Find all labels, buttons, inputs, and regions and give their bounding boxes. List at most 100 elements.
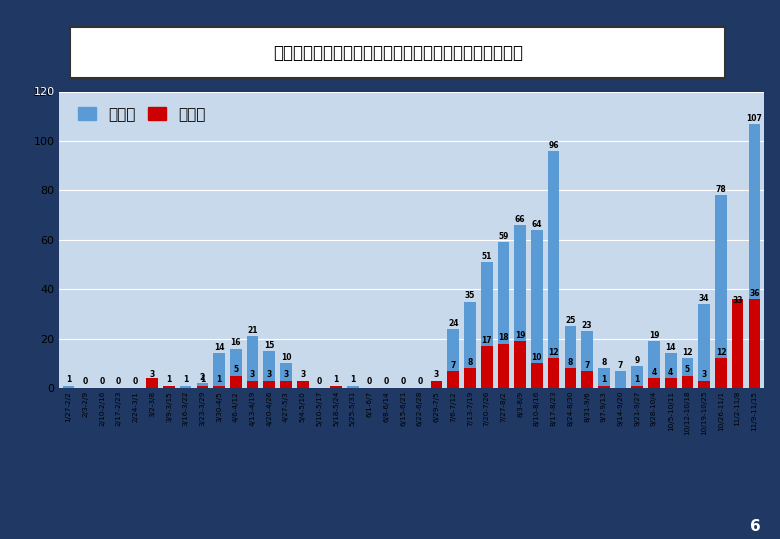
- Bar: [682, 376, 693, 388]
- Bar: [62, 385, 74, 388]
- Text: 12: 12: [682, 348, 693, 357]
- Bar: [682, 358, 693, 388]
- Legend: 奈良県, 奈良市: 奈良県, 奈良市: [73, 102, 211, 127]
- Bar: [514, 225, 526, 388]
- Bar: [448, 371, 459, 388]
- Text: 10: 10: [281, 353, 291, 362]
- Text: 1: 1: [166, 375, 172, 384]
- Bar: [163, 385, 175, 388]
- Bar: [230, 376, 242, 388]
- Text: 3: 3: [701, 370, 707, 379]
- Text: 15: 15: [264, 341, 275, 350]
- Bar: [732, 307, 743, 388]
- Bar: [464, 302, 476, 388]
- Bar: [297, 381, 309, 388]
- Text: 0: 0: [400, 377, 406, 386]
- Text: 78: 78: [715, 185, 726, 194]
- Bar: [280, 381, 292, 388]
- Text: 24: 24: [448, 319, 459, 328]
- Bar: [448, 329, 459, 388]
- Text: 1: 1: [66, 375, 71, 384]
- Bar: [431, 381, 442, 388]
- Text: 6: 6: [750, 519, 760, 534]
- Bar: [179, 385, 191, 388]
- Bar: [648, 378, 660, 388]
- Bar: [498, 243, 509, 388]
- Text: 7: 7: [451, 361, 456, 370]
- Bar: [698, 381, 710, 388]
- Bar: [531, 230, 543, 388]
- Bar: [431, 381, 442, 388]
- Bar: [565, 368, 576, 388]
- Text: 64: 64: [532, 220, 542, 229]
- Text: 1: 1: [334, 375, 339, 384]
- Bar: [598, 368, 610, 388]
- Text: 23: 23: [582, 321, 592, 330]
- Text: 0: 0: [99, 377, 105, 386]
- Text: 96: 96: [548, 141, 559, 150]
- Bar: [749, 299, 760, 388]
- Text: 17: 17: [481, 336, 492, 345]
- Text: 16: 16: [231, 338, 241, 347]
- Text: 12: 12: [716, 348, 726, 357]
- Bar: [246, 336, 258, 388]
- Text: 0: 0: [317, 377, 322, 386]
- Text: 36: 36: [749, 289, 760, 298]
- Bar: [565, 326, 576, 388]
- Bar: [665, 378, 676, 388]
- Bar: [665, 354, 676, 388]
- Bar: [197, 383, 208, 388]
- Text: 120: 120: [34, 87, 55, 96]
- Bar: [147, 378, 158, 388]
- Text: 0: 0: [133, 377, 138, 386]
- Text: 59: 59: [498, 232, 509, 241]
- Text: 8: 8: [568, 358, 573, 367]
- Bar: [213, 385, 225, 388]
- Text: 107: 107: [746, 114, 762, 122]
- Bar: [163, 385, 175, 388]
- Text: 7: 7: [618, 361, 623, 370]
- Text: 3: 3: [300, 370, 305, 379]
- Bar: [480, 346, 493, 388]
- Text: 1: 1: [183, 375, 188, 384]
- Bar: [514, 341, 526, 388]
- Bar: [280, 363, 292, 388]
- Bar: [264, 351, 275, 388]
- Text: 2: 2: [200, 373, 205, 382]
- Text: 8: 8: [467, 358, 473, 367]
- Bar: [581, 331, 593, 388]
- Bar: [330, 385, 342, 388]
- Bar: [715, 358, 727, 388]
- Text: 0: 0: [367, 377, 372, 386]
- Bar: [330, 385, 342, 388]
- Text: 4: 4: [668, 368, 673, 377]
- Bar: [531, 363, 543, 388]
- Text: 3: 3: [250, 370, 255, 379]
- Bar: [147, 381, 158, 388]
- Text: 3: 3: [434, 370, 439, 379]
- Text: 1: 1: [200, 375, 205, 384]
- Text: 0: 0: [417, 377, 423, 386]
- Bar: [197, 385, 208, 388]
- Text: 0: 0: [83, 377, 88, 386]
- Text: 19: 19: [515, 331, 526, 340]
- Text: 1: 1: [350, 375, 356, 384]
- Text: 4: 4: [651, 368, 657, 377]
- Bar: [548, 151, 559, 388]
- Text: 3: 3: [150, 370, 154, 379]
- Bar: [548, 358, 559, 388]
- Text: 1: 1: [635, 375, 640, 384]
- Text: 35: 35: [465, 292, 475, 300]
- Text: 51: 51: [481, 252, 492, 261]
- Text: 9: 9: [635, 356, 640, 364]
- Bar: [749, 124, 760, 388]
- Text: 34: 34: [699, 294, 710, 303]
- Bar: [213, 354, 225, 388]
- Bar: [230, 349, 242, 388]
- Bar: [264, 381, 275, 388]
- Text: 21: 21: [247, 326, 257, 335]
- Text: 5: 5: [685, 365, 690, 375]
- Text: 7: 7: [584, 361, 590, 370]
- Bar: [632, 366, 644, 388]
- Bar: [581, 371, 593, 388]
